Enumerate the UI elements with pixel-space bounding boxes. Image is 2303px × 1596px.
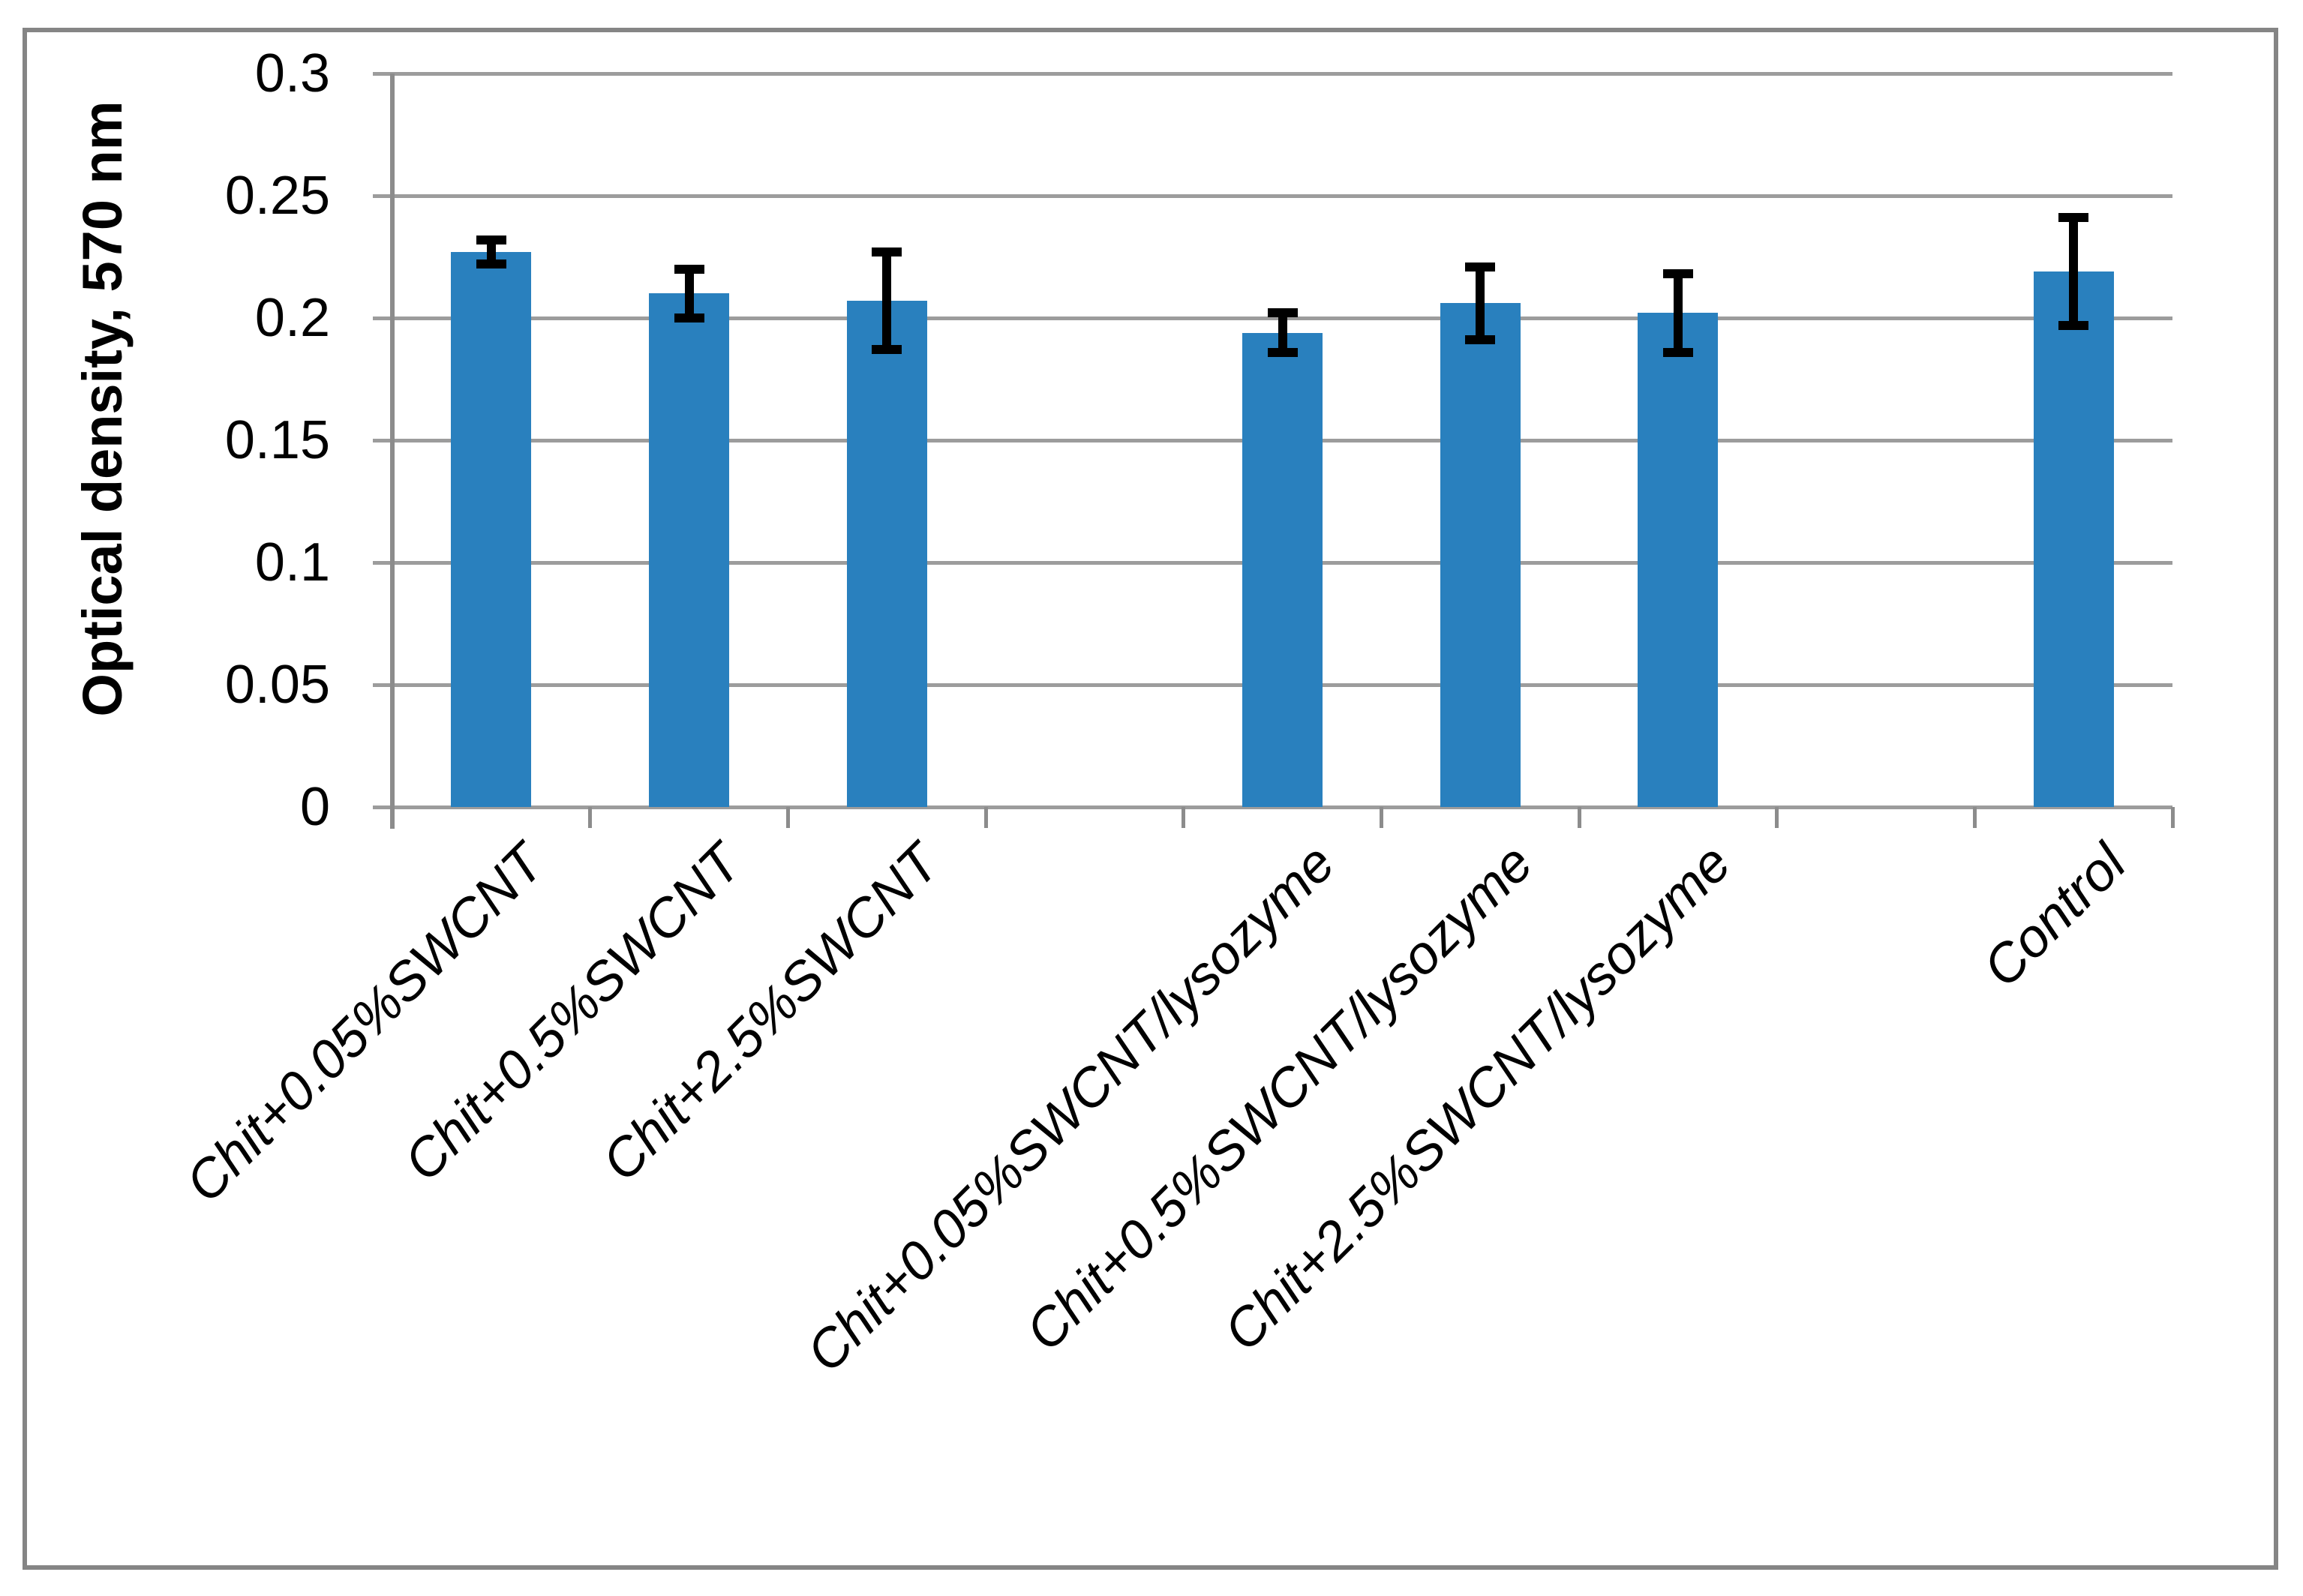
bar: [1440, 303, 1521, 807]
error-bar-line: [1476, 266, 1485, 340]
x-axis-tick: [1577, 807, 1581, 828]
error-bar-cap: [476, 260, 506, 269]
y-tick-label: 0.1: [254, 532, 330, 592]
y-axis-line: [390, 74, 395, 829]
y-tick-label: 0.15: [224, 410, 330, 470]
y-tick-label: 0.25: [224, 166, 330, 226]
error-bar-line: [684, 268, 694, 318]
bar: [1242, 332, 1323, 807]
error-bar-cap: [1662, 347, 1693, 357]
x-axis-tick: [588, 807, 593, 828]
error-bar-cap: [2058, 213, 2089, 223]
x-axis-tick: [2170, 807, 2175, 828]
error-bar-cap: [1267, 347, 1298, 357]
error-bar-line: [1278, 313, 1287, 352]
bar: [451, 251, 532, 807]
error-bar-cap: [872, 345, 902, 355]
bar: [649, 293, 729, 807]
gridline: [373, 316, 2172, 320]
error-bar-line: [882, 251, 892, 350]
y-tick-label: 0.05: [224, 655, 330, 715]
error-bar-line: [486, 239, 496, 265]
error-bar-line: [1673, 274, 1683, 352]
plot-area: [373, 72, 2175, 828]
error-bar-cap: [2058, 320, 2089, 330]
gridline: [373, 806, 2172, 809]
bar: [1638, 313, 1719, 807]
x-axis-tick: [1972, 807, 1977, 828]
error-bar-cap: [476, 235, 506, 244]
chart-outer-frame: [23, 28, 2278, 1570]
bar: [846, 301, 927, 807]
x-axis-tick: [785, 807, 790, 828]
x-axis-tick: [1182, 807, 1186, 828]
error-bar-cap: [1662, 269, 1693, 279]
y-tick-label: 0: [299, 777, 330, 837]
error-bar-cap: [872, 247, 902, 256]
error-bar-cap: [674, 264, 704, 274]
x-axis-tick: [1379, 807, 1383, 828]
x-axis-tick: [1775, 807, 1779, 828]
error-bar-cap: [1267, 308, 1298, 318]
error-bar-cap: [1465, 335, 1496, 345]
error-bar-cap: [1465, 262, 1496, 272]
y-tick-label: 0.2: [254, 288, 330, 348]
x-axis-tick: [983, 807, 988, 828]
gridline: [373, 194, 2172, 198]
gridline: [373, 72, 2172, 76]
error-bar-line: [2069, 218, 2079, 326]
error-bar-cap: [674, 314, 704, 322]
bar: [2033, 272, 2114, 807]
y-tick-label: 0.3: [254, 44, 330, 104]
